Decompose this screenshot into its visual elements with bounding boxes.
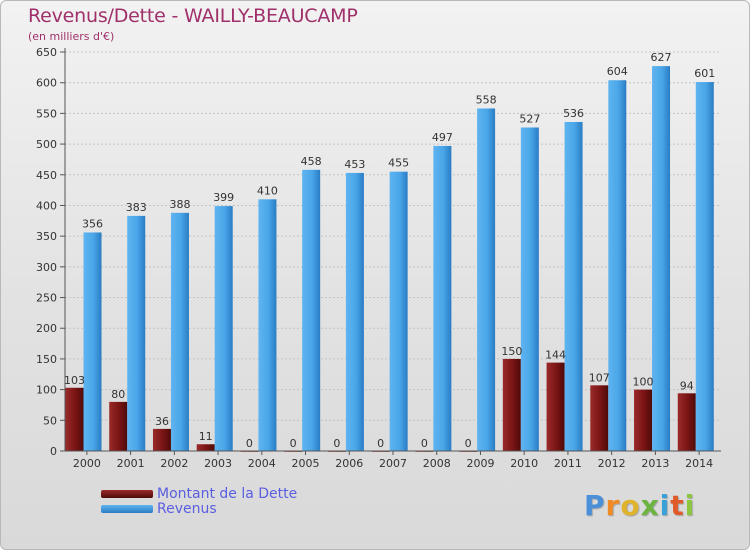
y-tick-label: 500	[36, 138, 57, 151]
value-label-revenus: 399	[213, 191, 234, 204]
logo-letter: i	[684, 489, 696, 522]
bar-dette	[590, 385, 609, 451]
y-tick-label: 350	[36, 230, 57, 243]
bar-revenus	[258, 199, 277, 451]
bar-dette	[546, 362, 565, 451]
y-tick-label: 0	[50, 445, 57, 458]
logo-letter: r	[605, 489, 621, 522]
x-tick-label: 2014	[685, 457, 713, 470]
bar-revenus	[652, 66, 671, 451]
x-tick-label: 2002	[160, 457, 188, 470]
value-label-revenus: 558	[476, 93, 497, 106]
value-label-revenus: 527	[519, 113, 540, 126]
proxiti-logo: Proxiti	[584, 489, 695, 522]
x-tick-label: 2005	[292, 457, 320, 470]
x-tick-label: 2003	[204, 457, 232, 470]
logo-letter: P	[584, 489, 606, 522]
logo-letter: t	[670, 489, 685, 522]
bar-revenus	[520, 127, 539, 451]
value-label-revenus: 410	[257, 184, 278, 197]
y-tick-label: 550	[36, 107, 57, 120]
x-tick-label: 2011	[554, 457, 582, 470]
chart-subtitle: (en milliers d'€)	[28, 30, 115, 43]
bar-dette	[677, 393, 696, 451]
value-label-dette: 100	[633, 376, 654, 389]
y-tick-label: 100	[36, 384, 57, 397]
bar-revenus	[564, 121, 583, 452]
value-label-revenus: 356	[82, 217, 103, 230]
legend-swatch-revenus	[101, 505, 153, 513]
value-label-dette: 94	[680, 379, 694, 392]
bar-revenus	[170, 212, 189, 451]
value-label-revenus: 455	[388, 157, 409, 170]
x-tick-label: 2012	[598, 457, 626, 470]
bar-dette	[152, 428, 171, 451]
value-label-revenus: 497	[432, 131, 453, 144]
logo-letter: x	[640, 489, 660, 522]
value-label-dette: 0	[465, 437, 472, 450]
bar-revenus	[127, 215, 146, 451]
value-label-dette: 103	[64, 374, 85, 387]
bar-revenus	[477, 108, 496, 451]
y-tick-label: 600	[36, 77, 57, 90]
bar-revenus	[302, 169, 321, 451]
x-tick-label: 2010	[510, 457, 538, 470]
y-tick-label: 150	[36, 353, 57, 366]
y-tick-label: 300	[36, 261, 57, 274]
bar-revenus	[389, 171, 408, 451]
x-tick-label: 2009	[466, 457, 494, 470]
x-tick-label: 2013	[641, 457, 669, 470]
x-tick-label: 2001	[117, 457, 145, 470]
y-tick-label: 400	[36, 199, 57, 212]
value-label-dette: 107	[589, 371, 610, 384]
bar-dette	[196, 444, 215, 451]
value-label-dette: 36	[155, 415, 169, 428]
y-tick-label: 650	[36, 46, 57, 59]
value-label-dette: 0	[421, 437, 428, 450]
bar-revenus	[433, 145, 452, 451]
legend-swatch-dette	[101, 490, 153, 498]
bar-revenus	[345, 172, 364, 452]
value-label-revenus: 388	[169, 198, 190, 211]
bar-dette	[502, 358, 521, 451]
logo-letter: i	[659, 489, 671, 522]
value-label-dette: 11	[199, 430, 213, 443]
bar-dette	[634, 389, 653, 451]
bar-revenus	[83, 232, 102, 451]
value-label-dette: 144	[545, 349, 566, 362]
value-label-revenus: 604	[607, 65, 628, 78]
value-label-dette: 0	[333, 437, 340, 450]
y-tick-label: 200	[36, 322, 57, 335]
y-tick-label: 50	[43, 414, 57, 427]
logo-letter: o	[620, 489, 641, 522]
value-label-revenus: 601	[694, 67, 715, 80]
x-tick-label: 2008	[423, 457, 451, 470]
y-tick-label: 250	[36, 292, 57, 305]
bar-revenus	[214, 206, 233, 451]
value-label-revenus: 453	[344, 158, 365, 171]
x-tick-label: 2004	[248, 457, 276, 470]
bar-revenus	[608, 80, 627, 451]
value-label-revenus: 627	[651, 51, 672, 64]
y-tick-label: 450	[36, 169, 57, 182]
value-label-dette: 0	[290, 437, 297, 450]
value-label-dette: 80	[111, 388, 125, 401]
x-tick-label: 2000	[73, 457, 101, 470]
value-label-revenus: 383	[126, 201, 147, 214]
legend-label-revenus: Revenus	[157, 501, 217, 517]
value-label-revenus: 458	[301, 155, 322, 168]
legend-label-dette: Montant de la Dette	[157, 486, 298, 502]
x-tick-label: 2007	[379, 457, 407, 470]
chart-title: Revenus/Dette - WAILLY-BEAUCAMP	[28, 5, 358, 27]
x-tick-label: 2006	[335, 457, 363, 470]
bar-dette	[65, 387, 84, 451]
value-label-dette: 0	[377, 437, 384, 450]
value-label-revenus: 536	[563, 107, 584, 120]
bar-revenus	[695, 82, 714, 451]
bar-dette	[109, 401, 128, 451]
value-label-dette: 150	[501, 345, 522, 358]
value-label-dette: 0	[246, 437, 253, 450]
